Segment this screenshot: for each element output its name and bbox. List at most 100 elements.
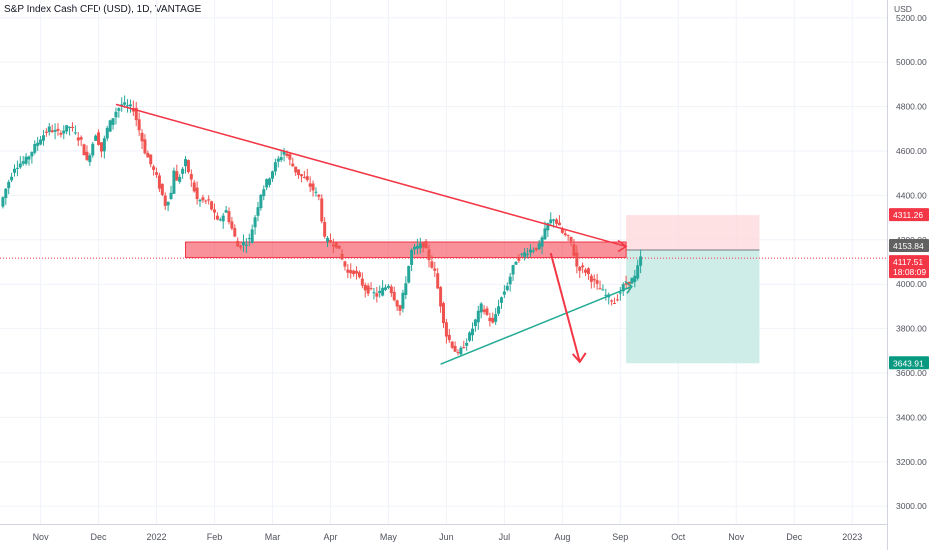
candle-body xyxy=(195,187,199,200)
candle-body xyxy=(578,266,582,271)
candle-body xyxy=(230,221,234,229)
y-tick-label: 3600.00 xyxy=(896,368,927,378)
candle-body xyxy=(256,207,260,216)
price-badge-label: 3643.91 xyxy=(893,358,924,368)
candle-body xyxy=(447,334,451,341)
candle-body xyxy=(372,292,376,294)
x-tick-label: Jun xyxy=(439,532,454,542)
candle-body xyxy=(1,197,5,207)
candle-body xyxy=(398,305,402,311)
candle-body xyxy=(404,283,408,295)
uptrend-arrowhead xyxy=(624,280,633,294)
candle-body xyxy=(552,219,556,221)
candle-body xyxy=(299,174,303,177)
x-tick-label: 2023 xyxy=(842,532,862,542)
candle-body xyxy=(357,272,361,278)
candle-body xyxy=(247,238,251,240)
candle-body xyxy=(633,275,637,282)
candle-body xyxy=(317,194,321,197)
y-axis-ticks: 3000.00 3200.00 3400.00 3600.00 3800.00 4000.… xyxy=(896,13,927,511)
candle-body xyxy=(186,160,190,173)
candle-body xyxy=(326,237,330,242)
x-tick-label: May xyxy=(380,532,398,542)
candle-body xyxy=(453,345,457,352)
candle-body xyxy=(618,292,622,294)
candle-body xyxy=(418,243,422,249)
candle-body xyxy=(97,132,101,145)
price-badge-label: 4117.51 xyxy=(893,257,923,267)
candle-body xyxy=(250,229,254,243)
candle-body xyxy=(210,201,214,210)
candle-body xyxy=(273,162,277,172)
candle-body xyxy=(27,156,31,160)
candle-body xyxy=(311,183,315,191)
x-tick-label: 2022 xyxy=(147,532,167,542)
candle-body xyxy=(386,285,390,288)
candle-body xyxy=(369,288,373,290)
candle-body xyxy=(91,143,95,156)
candle-body xyxy=(126,105,130,107)
candle-body xyxy=(323,222,327,237)
x-tick-label: Mar xyxy=(265,532,281,542)
candle-body xyxy=(505,285,509,291)
candle-body xyxy=(166,201,170,206)
candle-body xyxy=(401,292,405,309)
candle-body xyxy=(476,310,480,323)
candle-body xyxy=(314,191,318,193)
x-tick-label: Aug xyxy=(554,532,570,542)
candle-body xyxy=(24,156,28,164)
price-badge xyxy=(889,255,929,269)
candle-body xyxy=(21,161,25,164)
candle-body xyxy=(105,127,109,139)
candle-body xyxy=(384,287,388,290)
candle-body xyxy=(363,284,367,291)
candle-body xyxy=(65,125,69,132)
candle-body xyxy=(595,280,599,284)
candle-body xyxy=(169,192,173,200)
candle-body xyxy=(282,151,286,155)
candle-body xyxy=(410,249,414,265)
candle-body xyxy=(56,128,60,131)
candle-body xyxy=(302,176,306,178)
y-tick-label: 5200.00 xyxy=(896,13,927,23)
candle-body xyxy=(468,332,472,341)
candle-body xyxy=(236,240,240,247)
candle-body xyxy=(111,118,115,125)
candle-body xyxy=(308,183,312,187)
candle-body xyxy=(499,297,503,303)
candle-body xyxy=(207,199,211,201)
candle-body xyxy=(288,154,292,160)
candle-body xyxy=(337,245,341,249)
candle-body xyxy=(381,287,385,296)
candle-body xyxy=(491,317,495,323)
resistance-zone xyxy=(185,241,627,259)
candle-body xyxy=(413,246,417,250)
candle-body xyxy=(108,120,112,132)
candle-body xyxy=(355,270,359,274)
y-tick-label: 4400.00 xyxy=(896,190,927,200)
y-tick-label: 3400.00 xyxy=(896,412,927,422)
candle-body xyxy=(320,198,324,222)
candle-body xyxy=(560,228,564,233)
candle-body xyxy=(392,291,396,301)
candle-body xyxy=(201,197,205,201)
candle-body xyxy=(340,253,344,260)
candle-body xyxy=(462,347,466,349)
candle-body xyxy=(175,171,179,181)
candle-body xyxy=(241,241,245,246)
candle-body xyxy=(224,210,228,213)
candle-body xyxy=(178,176,182,182)
candle-body xyxy=(270,171,274,179)
candle-body xyxy=(7,181,11,189)
candle-body xyxy=(149,154,153,165)
candle-body xyxy=(291,163,295,167)
candle-body xyxy=(218,219,222,221)
candle-body xyxy=(152,166,156,170)
candle-body xyxy=(488,317,492,322)
stop-loss-zone xyxy=(626,215,760,251)
candle-body xyxy=(259,194,263,209)
annotation-layer-front[interactable] xyxy=(115,103,633,365)
candle-body xyxy=(360,278,364,286)
